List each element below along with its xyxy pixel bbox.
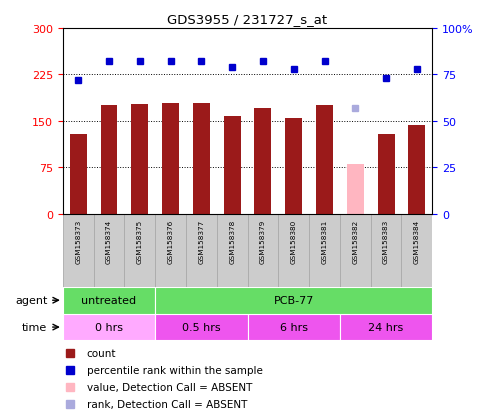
Text: GSM158383: GSM158383 bbox=[383, 219, 389, 263]
Bar bbox=[224, 117, 241, 214]
Bar bbox=[193, 104, 210, 214]
Bar bbox=[378, 135, 395, 214]
Text: GSM158380: GSM158380 bbox=[291, 219, 297, 263]
Text: 24 hrs: 24 hrs bbox=[369, 322, 404, 332]
Text: GSM158376: GSM158376 bbox=[168, 219, 173, 263]
Bar bbox=[100, 106, 117, 214]
Bar bbox=[217, 214, 247, 287]
Bar bbox=[94, 214, 125, 287]
Text: GSM158381: GSM158381 bbox=[322, 219, 327, 263]
Text: GSM158382: GSM158382 bbox=[352, 219, 358, 263]
Text: PCB-77: PCB-77 bbox=[273, 295, 314, 306]
Bar bbox=[70, 135, 86, 214]
Text: 0.5 hrs: 0.5 hrs bbox=[182, 322, 221, 332]
Text: GSM158378: GSM158378 bbox=[229, 219, 235, 263]
Bar bbox=[63, 314, 155, 341]
Text: count: count bbox=[87, 348, 116, 358]
Bar bbox=[340, 314, 432, 341]
Bar bbox=[248, 314, 340, 341]
Text: 0 hrs: 0 hrs bbox=[95, 322, 123, 332]
Text: GSM158379: GSM158379 bbox=[260, 219, 266, 263]
Bar bbox=[371, 214, 401, 287]
Bar bbox=[155, 314, 248, 341]
Text: GSM158375: GSM158375 bbox=[137, 219, 143, 263]
Bar bbox=[155, 287, 432, 314]
Bar bbox=[285, 119, 302, 214]
Text: untreated: untreated bbox=[82, 295, 137, 306]
Text: GSM158373: GSM158373 bbox=[75, 219, 81, 263]
Bar bbox=[278, 214, 309, 287]
Bar bbox=[186, 214, 217, 287]
Bar bbox=[316, 105, 333, 214]
Bar bbox=[63, 287, 155, 314]
Bar bbox=[401, 214, 432, 287]
Bar bbox=[155, 214, 186, 287]
Bar bbox=[131, 105, 148, 214]
Text: GSM158384: GSM158384 bbox=[414, 219, 420, 263]
Bar bbox=[340, 214, 371, 287]
Bar bbox=[125, 214, 155, 287]
Bar bbox=[247, 214, 278, 287]
Text: value, Detection Call = ABSENT: value, Detection Call = ABSENT bbox=[87, 382, 252, 392]
Text: agent: agent bbox=[15, 295, 47, 306]
Text: GSM158377: GSM158377 bbox=[199, 219, 204, 263]
Bar bbox=[309, 214, 340, 287]
Bar bbox=[347, 165, 364, 214]
Text: 6 hrs: 6 hrs bbox=[280, 322, 308, 332]
Text: time: time bbox=[22, 322, 47, 332]
Bar bbox=[63, 214, 94, 287]
Text: rank, Detection Call = ABSENT: rank, Detection Call = ABSENT bbox=[87, 399, 247, 409]
Title: GDS3955 / 231727_s_at: GDS3955 / 231727_s_at bbox=[168, 13, 327, 26]
Text: percentile rank within the sample: percentile rank within the sample bbox=[87, 365, 263, 375]
Bar bbox=[162, 104, 179, 214]
Text: GSM158374: GSM158374 bbox=[106, 219, 112, 263]
Bar bbox=[409, 126, 426, 214]
Bar bbox=[255, 109, 271, 214]
